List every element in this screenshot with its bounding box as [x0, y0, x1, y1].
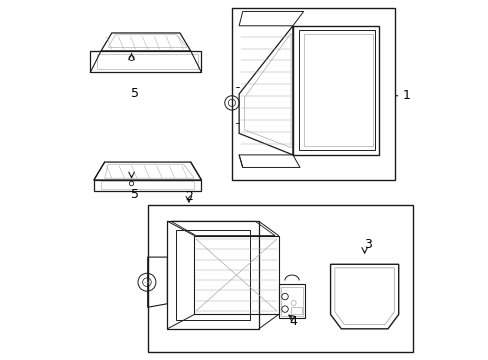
Text: 1: 1 [402, 89, 409, 102]
Text: 5: 5 [131, 87, 139, 100]
Text: 2: 2 [184, 190, 192, 203]
Text: 4: 4 [288, 315, 296, 328]
Text: 5: 5 [131, 188, 139, 201]
Text: 3: 3 [364, 238, 371, 251]
